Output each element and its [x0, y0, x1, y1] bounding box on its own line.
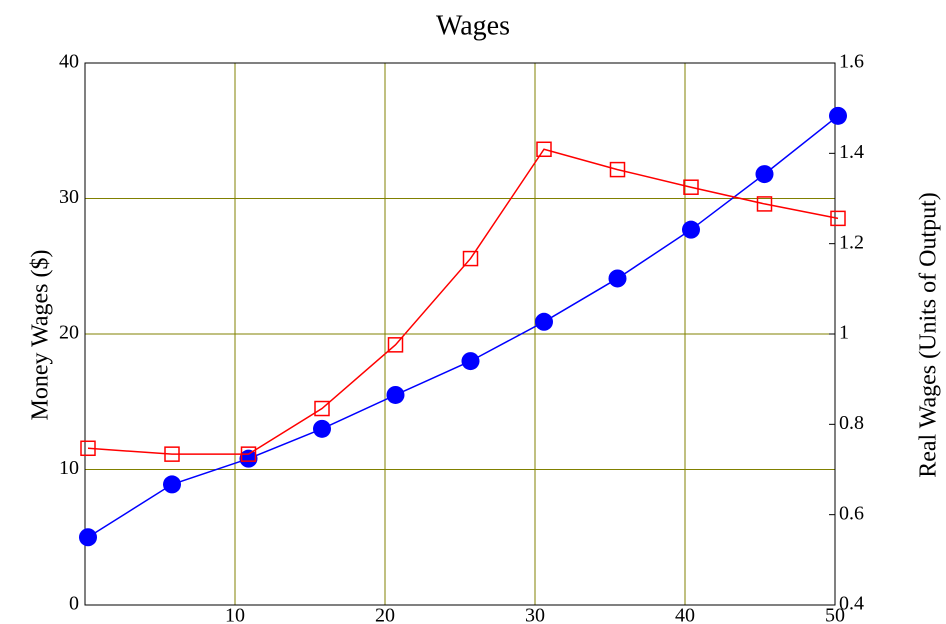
marker [314, 400, 330, 417]
marker [240, 446, 257, 462]
series-line [87, 115, 839, 538]
marker [79, 528, 97, 547]
y2-axis-label: Real Wages (Units of Output) [916, 192, 942, 478]
y2-tick-label: 0.8 [839, 412, 864, 434]
x-tick-label: 20 [375, 605, 395, 624]
y2-tick-label: 1 [839, 322, 849, 344]
x-tick-label: 50 [825, 605, 845, 624]
marker [535, 312, 553, 331]
y2-tick-label: 1.6 [839, 51, 864, 73]
y-tick-label: 20 [59, 322, 79, 344]
marker [163, 475, 181, 494]
marker [164, 446, 180, 462]
y-tick-label: 40 [59, 51, 79, 73]
marker [683, 179, 699, 195]
marker [756, 196, 773, 212]
marker [387, 337, 404, 353]
marker [536, 141, 552, 158]
marker [461, 352, 480, 371]
y2-tick-label: 0.4 [839, 593, 864, 615]
marker [313, 419, 331, 438]
marker [682, 220, 700, 239]
series-line [87, 148, 839, 455]
marker [755, 165, 774, 184]
y-tick-label: 10 [59, 457, 79, 479]
marker [829, 106, 847, 125]
y2-tick-label: 1.2 [839, 231, 864, 253]
marker [462, 250, 479, 267]
x-tick-label: 10 [225, 605, 245, 624]
y-axis-label: Money Wages ($) [28, 250, 54, 421]
y-tick-label: 30 [59, 186, 79, 208]
marker [609, 161, 626, 178]
marker [830, 210, 846, 227]
y2-tick-label: 0.6 [839, 502, 864, 524]
marker [386, 385, 405, 404]
marker [608, 269, 627, 288]
y2-tick-label: 1.4 [839, 141, 864, 163]
x-tick-label: 40 [675, 605, 695, 624]
y-tick-label: 0 [69, 593, 79, 615]
x-tick-label: 30 [525, 605, 545, 624]
marker [80, 440, 96, 457]
plot-frame [84, 62, 836, 606]
chart-title: Wages [436, 10, 510, 41]
